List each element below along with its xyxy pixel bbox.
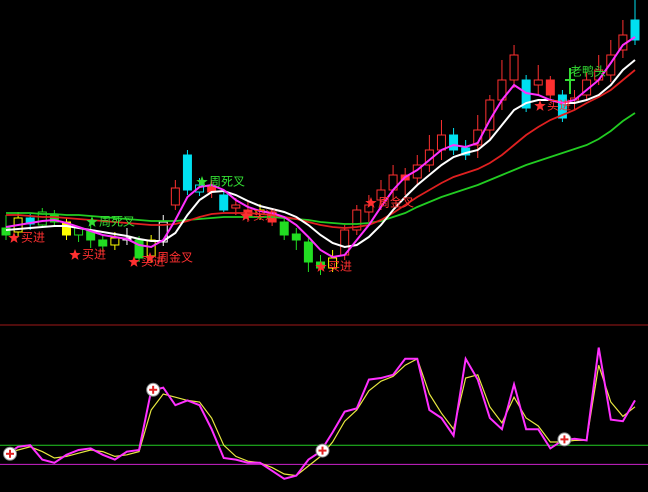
signal-star (196, 176, 208, 187)
candle-body (352, 209, 362, 231)
annotation-label: 买进 (253, 209, 277, 223)
candle-body (303, 241, 313, 263)
candle-body (279, 221, 289, 236)
candle-body (219, 194, 229, 211)
annotation-label: 买进 (328, 260, 352, 274)
indicator-panel (0, 347, 648, 480)
annotation-label: 买进 (547, 99, 571, 113)
candle-body (291, 233, 301, 241)
candle-body (557, 94, 567, 119)
price-panel (1, 0, 640, 275)
annotation-label: 周死叉 (99, 215, 135, 229)
signal-star (69, 249, 81, 260)
signal-star (315, 261, 327, 272)
signal-star (144, 252, 156, 263)
signal-star (365, 197, 377, 208)
moving-average-line (6, 112, 636, 225)
candle-body (545, 79, 555, 96)
candle-body (49, 214, 59, 223)
candle-body (606, 54, 616, 76)
candle-body (436, 134, 446, 151)
annotation-label: 买进 (21, 231, 45, 245)
signal-star (534, 100, 546, 111)
moving-average-line (6, 69, 636, 229)
signal-star (128, 256, 140, 267)
annotation-label: 买进 (82, 248, 106, 262)
signal-star (86, 216, 98, 227)
candle-body (509, 54, 519, 81)
candle-body (1, 227, 11, 236)
candle-body (630, 19, 640, 41)
signal-star (240, 210, 252, 221)
candle-body (182, 154, 192, 191)
annotation-label: 周金叉 (378, 195, 414, 210)
candle-body (231, 204, 241, 209)
annotation-label: 老鸭头 (570, 65, 606, 79)
candle-body (170, 187, 180, 206)
candle-body (376, 189, 386, 201)
candle-body (37, 211, 47, 226)
candle-body (449, 134, 459, 151)
candle-body (98, 239, 108, 247)
signal-star (8, 232, 20, 243)
candle-body (533, 79, 543, 86)
moving-average-line (5, 36, 636, 259)
annotation-label: 周死叉 (209, 175, 245, 189)
annotation-label: 周金叉 (157, 250, 193, 265)
candle-body (110, 237, 120, 246)
moving-average-line (5, 59, 636, 249)
